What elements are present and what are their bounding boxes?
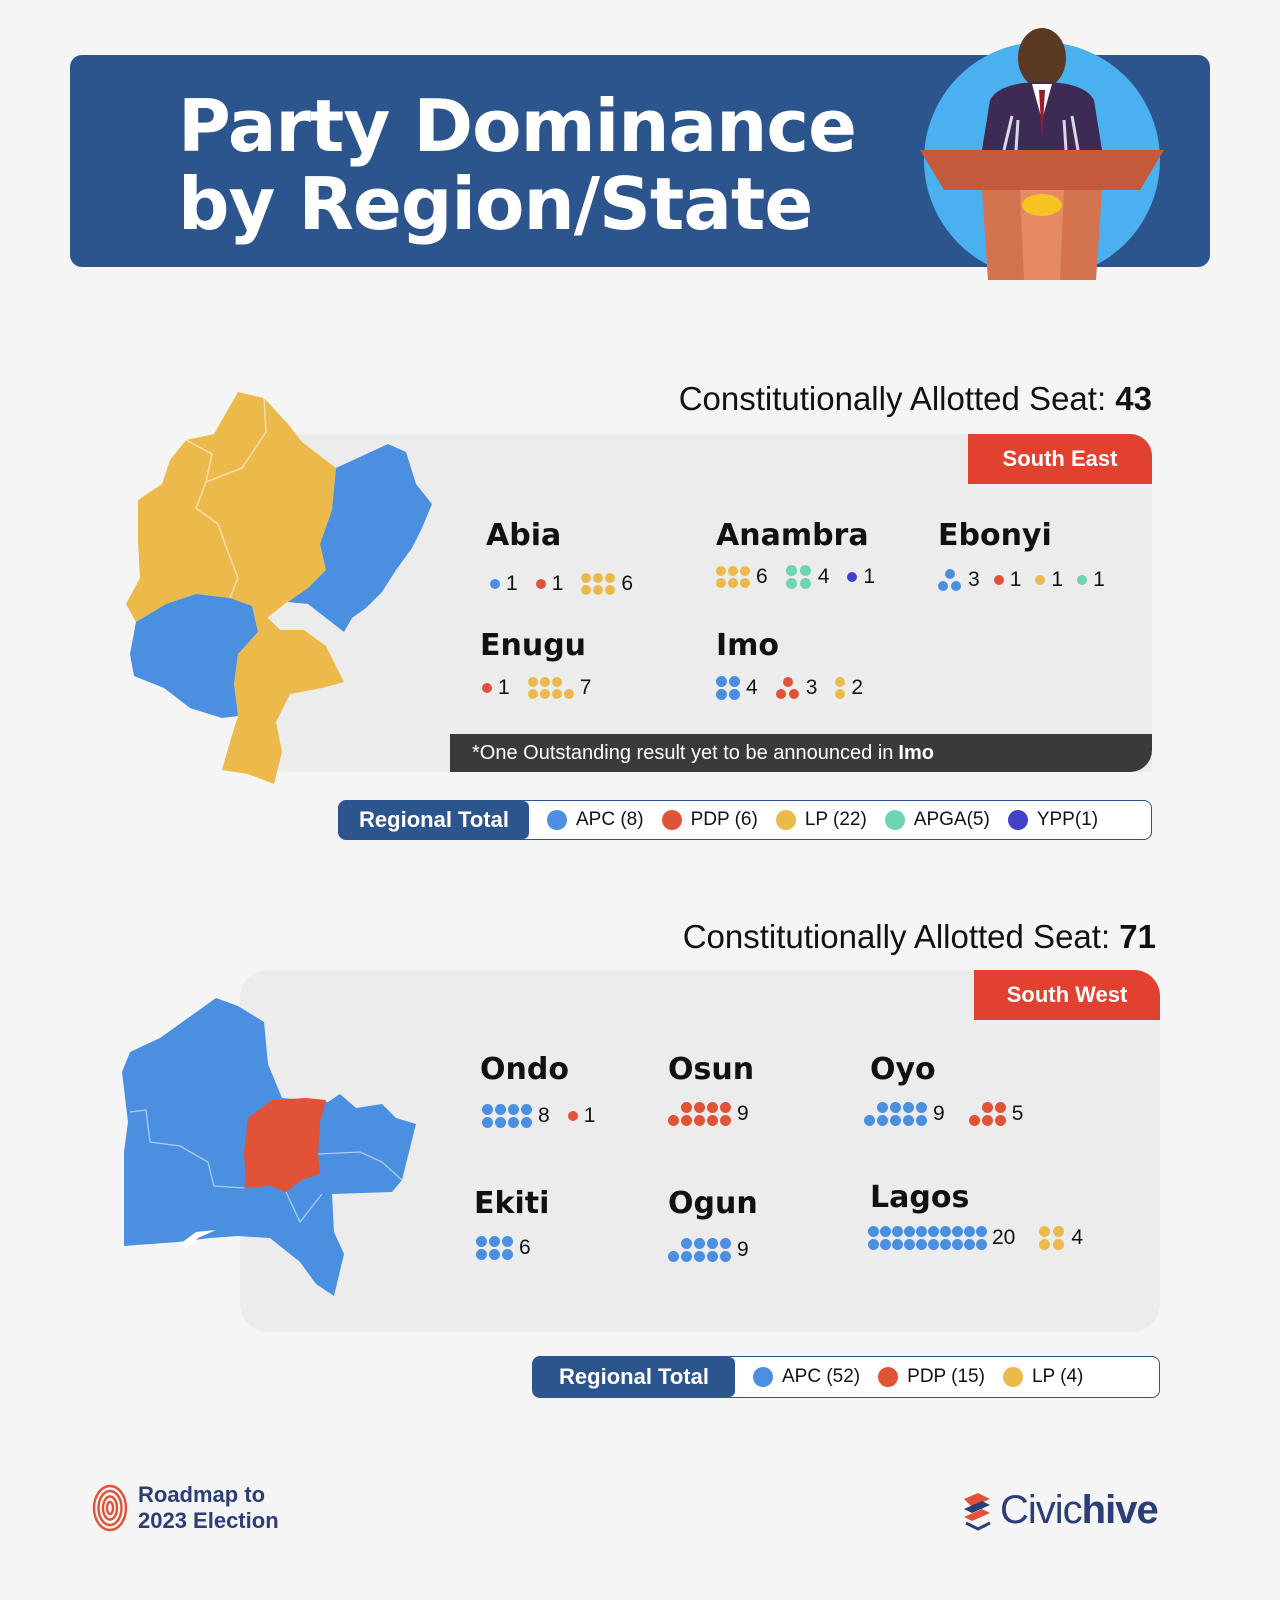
se-legend-pdp: PDP (6): [661, 809, 758, 831]
sw-state-0-name: Ondo: [480, 1052, 569, 1087]
sw-state-4-counts: 9: [668, 1238, 749, 1262]
sw-state-2-counts: 9 5: [864, 1102, 1023, 1126]
se-note-text: *One Outstanding result yet to be announ…: [472, 741, 894, 764]
sw-state-1-name: Osun: [668, 1052, 755, 1087]
se-seat-count: 43: [1115, 380, 1152, 417]
pdp-dot: [535, 579, 546, 589]
title-line-2: by Region/State: [178, 162, 813, 246]
se-regional-total: Regional Total APC (8) PDP (6) LP (22) A…: [338, 800, 1152, 840]
brand-light: Civic: [1000, 1488, 1083, 1532]
sw-legend-pdp: PDP (15): [878, 1366, 985, 1388]
title-line-1: Party Dominance: [178, 84, 857, 168]
sw-state-3-name: Ekiti: [474, 1186, 550, 1221]
se-state-3-counts: 1 7: [482, 676, 591, 700]
speaker-podium-icon: [920, 28, 1164, 280]
sw-region-tag: South West: [974, 970, 1160, 1020]
sw-legend-apc: APC (52): [753, 1366, 860, 1388]
sw-state-5-counts: 20 4: [868, 1226, 1083, 1250]
roadmap-line-2: 2023 Election: [138, 1508, 279, 1533]
roadmap-logo: Roadmap to 2023 Election: [92, 1482, 279, 1534]
se-state-2-counts: 3 1 1 1: [938, 568, 1105, 592]
sw-state-3-counts: 6: [476, 1236, 531, 1260]
se-state-2-name: Ebonyi: [938, 518, 1052, 553]
se-legend-lp: LP (22): [775, 809, 867, 831]
sw-seat-line: Constitutionally Allotted Seat: 71: [560, 918, 1156, 956]
se-state-1-name: Anambra: [716, 518, 869, 553]
se-state-1-counts: 6 4 1: [716, 565, 875, 589]
apc-dot: [490, 579, 500, 589]
se-state-0-counts: 1 1 6: [490, 572, 633, 596]
sw-regional-total: Regional Total APC (52) PDP (15) LP (4): [532, 1356, 1160, 1398]
se-legend-ypp: YPP(1): [1007, 809, 1098, 831]
se-seat-label: Constitutionally Allotted Seat:: [678, 380, 1107, 417]
se-seat-line: Constitutionally Allotted Seat: 43: [560, 380, 1152, 418]
south-east-map: [126, 392, 432, 784]
se-legend-apga: APGA(5): [884, 809, 990, 831]
sw-total-label: Regional Total: [533, 1357, 735, 1397]
se-state-0-name: Abia: [486, 518, 562, 553]
se-state-4-name: Imo: [716, 628, 780, 663]
sw-state-5-name: Lagos: [870, 1180, 970, 1215]
se-region-tag: South East: [968, 434, 1152, 484]
se-legend-apc: APC (8): [547, 809, 644, 831]
se-state-4-counts: 4 3 2: [716, 676, 863, 700]
sw-seat-label: Constitutionally Allotted Seat:: [682, 918, 1111, 955]
se-total-label: Regional Total: [339, 801, 529, 839]
sw-legend-lp: LP (4): [1002, 1366, 1083, 1388]
se-state-3-name: Enugu: [480, 628, 587, 663]
page-title: Party Dominance by Region/State: [178, 84, 857, 246]
roadmap-line-1: Roadmap to: [138, 1482, 266, 1507]
civichive-mark-icon: [964, 1492, 991, 1531]
se-note-banner: *One Outstanding result yet to be announ…: [450, 734, 1152, 772]
sw-state-2-name: Oyo: [870, 1052, 936, 1087]
south-west-map: [122, 998, 416, 1296]
sw-seat-count: 71: [1119, 918, 1156, 955]
civichive-logo: Civichive: [960, 1488, 1159, 1533]
sw-state-0-counts: 8 1: [482, 1104, 595, 1128]
sw-state-4-name: Ogun: [668, 1186, 758, 1221]
se-note-state: Imo: [898, 741, 934, 764]
sw-state-1-counts: 9: [668, 1102, 749, 1126]
ypp-dot: [847, 572, 858, 582]
fingerprint-icon: [92, 1484, 128, 1532]
brand-bold: hive: [1081, 1488, 1159, 1532]
